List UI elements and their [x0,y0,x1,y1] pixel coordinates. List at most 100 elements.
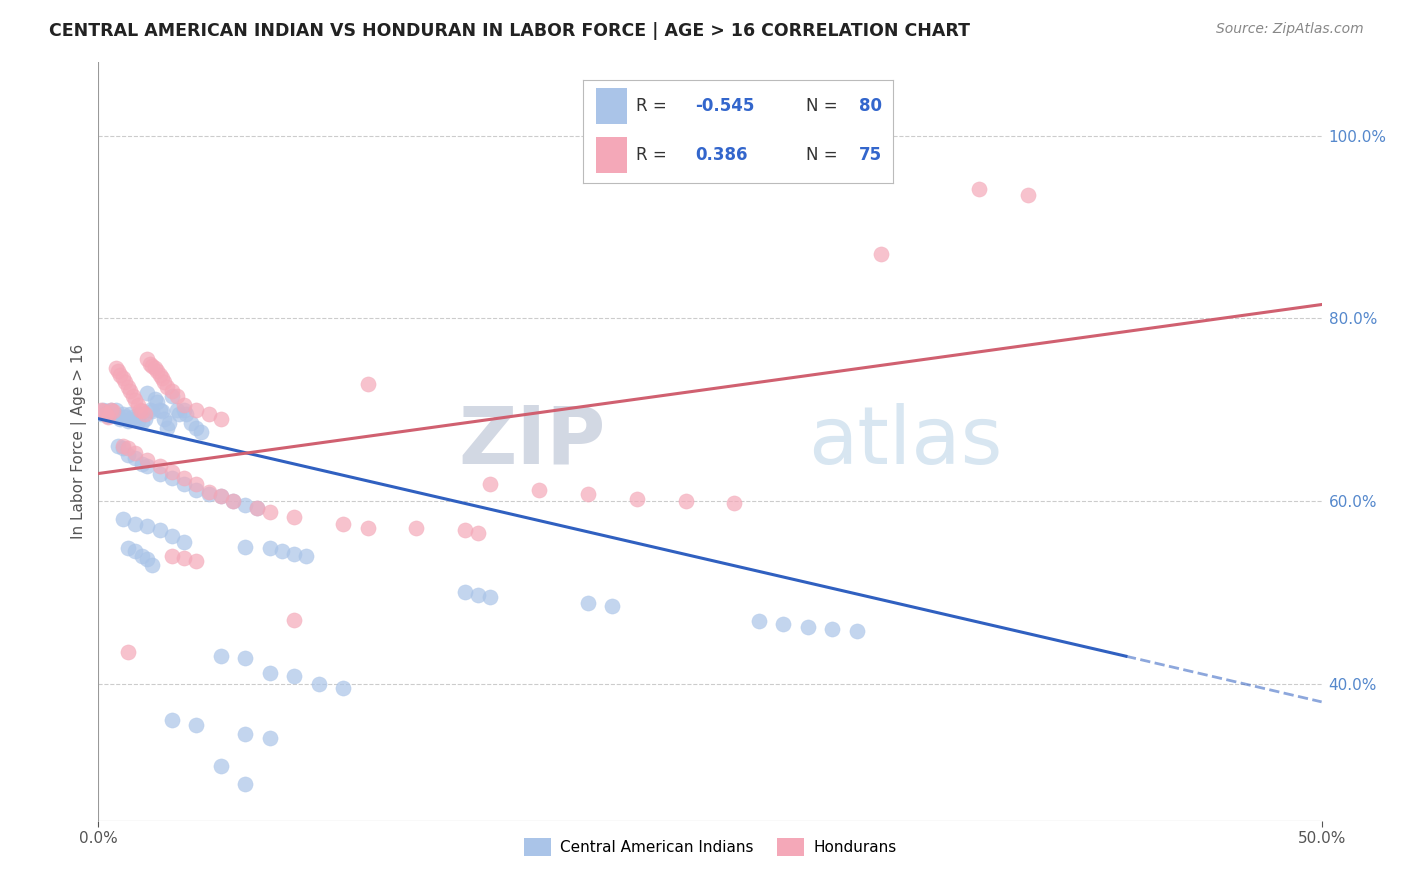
Point [186,402,208,417]
Point [405,521,427,535]
Point [209,489,232,503]
Point [160,465,183,479]
Point [120,384,142,399]
Point [153,411,176,425]
Point [127,413,149,427]
Point [149,368,172,382]
Point [356,376,378,391]
Point [111,439,134,453]
Point [134,407,156,421]
Point [136,552,159,566]
Point [259,541,281,556]
Point [110,411,132,425]
Point [117,541,139,556]
Point [117,448,139,462]
Point [149,402,172,417]
Point [295,549,318,563]
Point [94,404,117,418]
Point [120,407,142,421]
Point [222,494,245,508]
Point [111,512,134,526]
Point [111,370,134,384]
Point [797,620,820,634]
Point [186,554,208,568]
Point [186,717,208,731]
Point [124,411,146,425]
Point [111,441,134,455]
Point [173,398,195,412]
Point [131,415,153,429]
Point [107,409,129,423]
Point [129,402,152,417]
Point [139,357,162,371]
Legend: Central American Indians, Hondurans: Central American Indians, Hondurans [517,831,903,863]
Point [173,471,195,485]
Point [131,404,153,418]
Text: atlas: atlas [808,402,1002,481]
Point [131,549,153,563]
Point [259,731,281,746]
Text: 80: 80 [859,97,882,115]
Point [527,483,550,497]
Point [209,411,232,425]
Bar [596,88,627,124]
Point [723,496,745,510]
Point [139,402,162,417]
Point [149,467,172,481]
Point [467,525,489,540]
Point [233,651,256,665]
Point [173,477,195,491]
Point [127,398,149,412]
Point [186,483,208,497]
Point [173,402,195,417]
Text: 0.386: 0.386 [695,146,748,164]
Point [233,727,256,741]
Point [104,361,127,376]
Point [233,777,256,791]
Point [160,384,183,399]
Point [136,452,159,467]
Point [124,393,146,408]
Point [186,421,208,435]
Point [209,759,232,773]
Point [121,389,143,403]
Point [153,375,176,389]
Point [136,519,159,533]
Point [772,617,794,632]
Point [160,713,183,727]
Point [124,544,146,558]
Point [209,649,232,664]
Point [104,402,127,417]
Point [1017,187,1039,202]
Point [675,494,697,508]
Point [160,389,183,403]
Point [197,484,219,499]
Point [173,550,195,565]
Point [478,477,501,491]
Point [186,477,208,491]
Y-axis label: In Labor Force | Age > 16: In Labor Force | Age > 16 [72,344,87,539]
Point [454,585,477,599]
Point [259,665,281,680]
Point [149,523,172,537]
Point [141,404,163,418]
Point [117,413,139,427]
Text: N =: N = [806,97,844,115]
Point [157,417,180,431]
Point [94,407,117,421]
Point [166,389,188,403]
Point [136,459,159,474]
Point [748,615,770,629]
Point [121,409,143,424]
Point [150,370,173,384]
Point [190,425,212,440]
Point [143,392,166,406]
Point [233,540,256,554]
Point [283,669,305,683]
Point [626,492,648,507]
Point [209,489,232,503]
Point [197,407,219,421]
Text: ZIP: ZIP [458,402,606,481]
Text: -0.545: -0.545 [695,97,754,115]
Point [97,409,120,424]
